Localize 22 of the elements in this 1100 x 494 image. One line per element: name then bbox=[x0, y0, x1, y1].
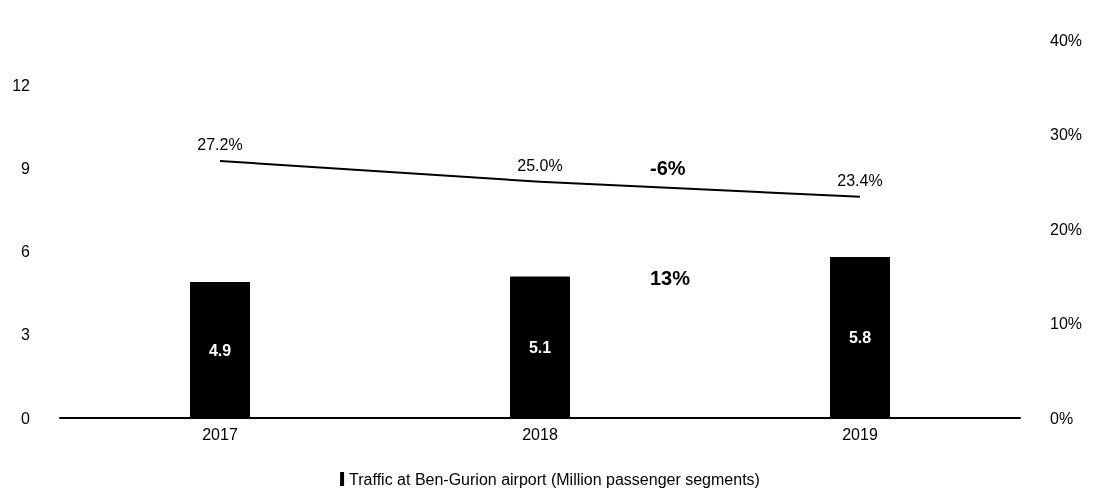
y2-tick-label: 0% bbox=[1050, 409, 1074, 427]
data-label: 5.1 bbox=[528, 338, 552, 356]
y2-tick-label: 10% bbox=[1050, 315, 1083, 332]
x-tick-label: 2018 bbox=[522, 425, 558, 443]
y2-tick-label: 20% bbox=[1050, 220, 1083, 238]
data-label: 23.4% bbox=[837, 172, 883, 190]
annotation: 13% bbox=[650, 267, 691, 289]
y-tick-label: 9 bbox=[21, 159, 31, 177]
data-label: 27.2% bbox=[197, 136, 243, 154]
y-tick-label: 12 bbox=[12, 76, 31, 94]
annotation: -6% bbox=[650, 157, 686, 179]
x-tick-label: 2019 bbox=[842, 425, 878, 443]
y-tick-label: 3 bbox=[21, 326, 31, 344]
y2-tick-label: 30% bbox=[1050, 126, 1083, 143]
data-label: 5.8 bbox=[848, 329, 872, 347]
x-tick-label: 2017 bbox=[202, 425, 238, 443]
y-tick-label: 0 bbox=[21, 409, 31, 427]
legend-label: Traffic at Ben-Gurion airport (Million passenger segments) bbox=[349, 470, 760, 488]
data-label: 25.0% bbox=[517, 157, 563, 175]
y-tick-label: 6 bbox=[21, 243, 31, 260]
data-label: 4.9 bbox=[208, 341, 232, 359]
y2-tick-label: 40% bbox=[1050, 31, 1083, 49]
